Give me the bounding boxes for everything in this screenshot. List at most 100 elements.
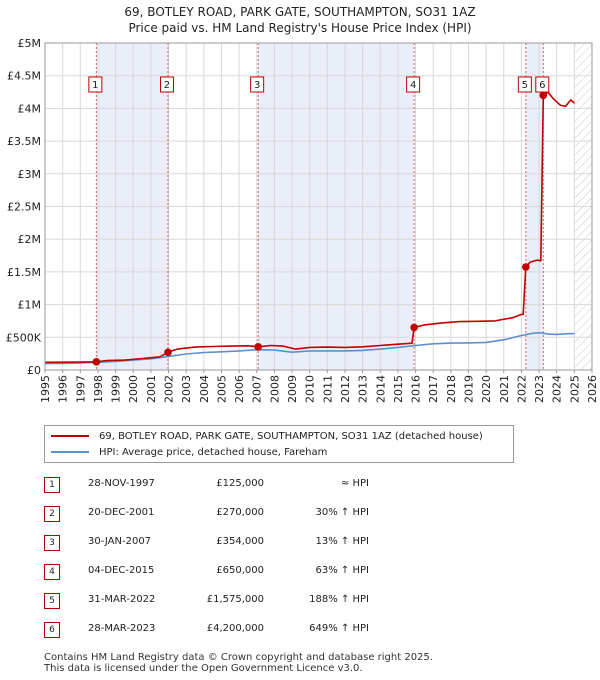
x-tick-label: 2020 [480, 375, 493, 403]
y-tick-label: £0 [27, 364, 41, 377]
transaction-price: £354,000 [216, 536, 264, 547]
y-tick-label: £2M [18, 233, 42, 246]
transaction-hpi-comparison: 188% ↑ HPI [309, 594, 369, 605]
x-tick-label: 2001 [145, 375, 158, 403]
transaction-date: 04-DEC-2015 [88, 565, 155, 576]
x-tick-label: 1999 [110, 375, 123, 403]
legend-label-price: 69, BOTLEY ROAD, PARK GATE, SOUTHAMPTON,… [99, 430, 483, 442]
x-tick-label: 2021 [498, 375, 511, 403]
transaction-marker-box [517, 76, 532, 93]
legend-item-hpi: HPI: Average price, detached house, Fare… [51, 444, 327, 460]
legend-item-price: 69, BOTLEY ROAD, PARK GATE, SOUTHAMPTON,… [51, 428, 483, 444]
transaction-marker-box [535, 76, 550, 93]
x-tick-label: 2006 [233, 375, 246, 403]
transaction-date: 28-MAR-2023 [88, 623, 156, 634]
table-row: 6 28-MAR-2023 £4,200,000 649% ↑ HPI [44, 617, 484, 646]
y-tick-label: £3.5M [7, 135, 41, 148]
transaction-marker-box [250, 76, 265, 93]
x-tick-label: 2009 [286, 375, 299, 403]
x-tick-label: 2013 [357, 375, 370, 403]
x-tick-label: 2011 [321, 375, 334, 403]
transaction-number-badge: 2 [44, 506, 60, 522]
transaction-price: £4,200,000 [206, 623, 264, 634]
y-tick-label: £4.5M [7, 70, 41, 83]
transaction-marker-label: 3 [254, 80, 260, 91]
x-tick-label: 2017 [427, 375, 440, 403]
x-tick-label: 2002 [163, 375, 176, 403]
transaction-marker-box [159, 76, 174, 93]
table-row: 5 31-MAR-2022 £1,575,000 188% ↑ HPI [44, 588, 484, 617]
x-tick-label: 2024 [551, 375, 564, 403]
transaction-hpi-comparison: 13% ↑ HPI [315, 536, 369, 547]
transactions-table: 1 28-NOV-1997 £125,000 ≈ HPI 2 20-DEC-20… [44, 472, 484, 646]
footer-line-2: This data is licensed under the Open Gov… [44, 663, 363, 674]
transaction-point [164, 348, 172, 357]
transaction-hpi-comparison: ≈ HPI [340, 478, 369, 489]
x-tick-label: 1996 [57, 375, 70, 403]
transaction-marker-label: 1 [92, 80, 98, 91]
transaction-point [92, 358, 101, 366]
transaction-number-badge: 5 [44, 593, 60, 609]
plot-frame [44, 42, 593, 371]
x-tick-label: 1998 [92, 375, 105, 403]
y-tick-label: £500K [6, 331, 42, 344]
transaction-price: £270,000 [216, 507, 264, 518]
x-tick-label: 2025 [568, 375, 581, 403]
transaction-marker-box [406, 76, 421, 93]
x-tick-label: 1995 [39, 375, 52, 403]
x-tick-label: 2026 [586, 375, 599, 403]
x-tick-label: 2018 [445, 375, 458, 403]
footer-line-1: Contains HM Land Registry data © Crown c… [44, 652, 433, 663]
x-tick-label: 2005 [215, 375, 228, 403]
table-row: 1 28-NOV-1997 £125,000 ≈ HPI [44, 472, 484, 501]
chart-legend: 69, BOTLEY ROAD, PARK GATE, SOUTHAMPTON,… [44, 425, 514, 463]
transaction-number-badge: 4 [44, 564, 60, 580]
transaction-hpi-comparison: 63% ↑ HPI [315, 565, 369, 576]
x-tick-label: 2014 [374, 375, 387, 403]
y-tick-label: £4M [18, 102, 42, 115]
transaction-marker-label: 4 [410, 80, 416, 91]
transaction-price: £125,000 [216, 478, 264, 489]
transaction-price: £1,575,000 [206, 594, 264, 605]
x-tick-label: 2004 [198, 375, 211, 403]
transaction-price: £650,000 [216, 565, 264, 576]
x-tick-label: 2007 [251, 375, 264, 403]
x-tick-label: 2019 [462, 375, 475, 403]
legend-swatch-price [51, 435, 89, 437]
transaction-marker-label: 2 [164, 80, 170, 91]
x-tick-label: 2012 [339, 375, 352, 403]
transaction-date: 31-MAR-2022 [88, 594, 156, 605]
table-row: 4 04-DEC-2015 £650,000 63% ↑ HPI [44, 559, 484, 588]
table-row: 3 30-JAN-2007 £354,000 13% ↑ HPI [44, 530, 484, 559]
y-tick-label: £3M [18, 168, 42, 181]
transaction-point [539, 91, 548, 100]
transaction-date: 30-JAN-2007 [88, 536, 152, 547]
transaction-point [410, 323, 418, 332]
transaction-hpi-comparison: 649% ↑ HPI [309, 623, 369, 634]
transaction-point [522, 263, 530, 271]
x-tick-label: 2008 [268, 375, 281, 403]
legend-label-hpi: HPI: Average price, detached house, Fare… [99, 446, 328, 458]
transaction-number-badge: 1 [44, 477, 60, 493]
transaction-marker-label: 5 [522, 80, 528, 91]
transaction-date: 28-NOV-1997 [88, 478, 155, 489]
transaction-number-badge: 3 [44, 535, 60, 551]
x-tick-label: 1997 [74, 375, 87, 403]
footer-attribution: Contains HM Land Registry data © Crown c… [44, 652, 433, 674]
x-tick-label: 2022 [515, 375, 528, 403]
transaction-marker-box [88, 76, 103, 93]
y-tick-label: £2.5M [7, 201, 41, 214]
y-tick-label: £1M [18, 299, 42, 312]
y-tick-label: £1.5M [7, 266, 41, 279]
table-row: 2 20-DEC-2001 £270,000 30% ↑ HPI [44, 501, 484, 530]
transaction-hpi-comparison: 30% ↑ HPI [315, 507, 369, 518]
x-tick-label: 2003 [180, 375, 193, 403]
transaction-point [254, 343, 262, 351]
chart-title: 69, BOTLEY ROAD, PARK GATE, SOUTHAMPTON,… [0, 4, 600, 36]
price-paid-line [44, 91, 575, 364]
hpi-line [44, 331, 575, 365]
title-line-1: 69, BOTLEY ROAD, PARK GATE, SOUTHAMPTON,… [124, 5, 476, 19]
transaction-number-badge: 6 [44, 622, 60, 638]
transaction-marker-label: 6 [539, 80, 545, 91]
